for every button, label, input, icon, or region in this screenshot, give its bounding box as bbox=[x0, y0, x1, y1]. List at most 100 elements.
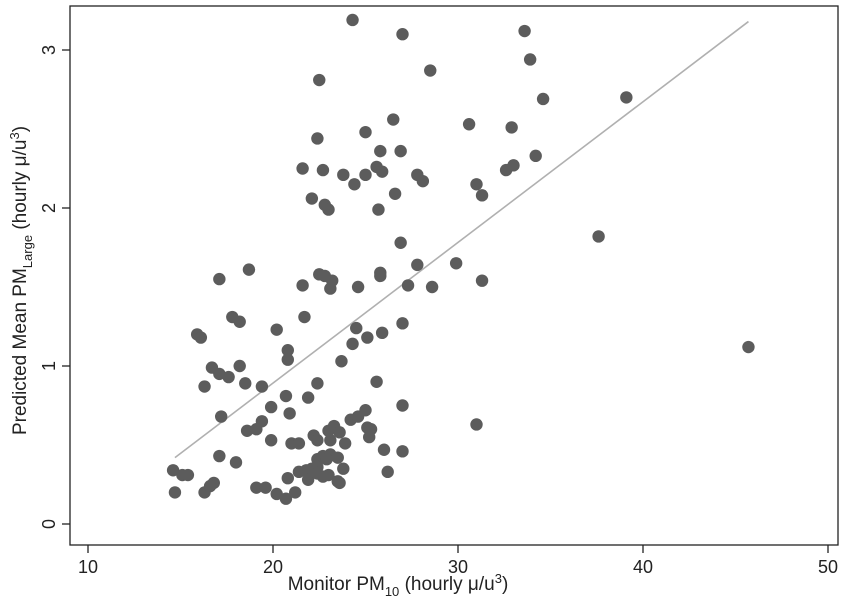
plot-frame bbox=[69, 5, 839, 546]
data-point bbox=[470, 178, 483, 191]
data-point bbox=[338, 437, 352, 450]
data-point bbox=[375, 326, 389, 340]
data-point bbox=[424, 64, 437, 77]
data-point bbox=[240, 424, 254, 437]
data-point bbox=[181, 468, 195, 482]
data-point bbox=[374, 144, 387, 158]
y-axis-title: Predicted Mean PMLarge (hourly μ/u3) bbox=[7, 126, 35, 435]
data-point bbox=[289, 486, 302, 499]
data-point bbox=[348, 178, 361, 191]
data-point bbox=[337, 462, 350, 475]
x-tick-label: 10 bbox=[78, 557, 98, 577]
data-point bbox=[351, 280, 365, 294]
data-point bbox=[396, 28, 409, 41]
data-point bbox=[333, 476, 346, 490]
data-point bbox=[470, 418, 483, 431]
data-point bbox=[416, 174, 430, 188]
data-point bbox=[377, 443, 391, 456]
data-point bbox=[270, 323, 283, 336]
data-point bbox=[301, 391, 315, 404]
data-point bbox=[620, 91, 633, 104]
data-point bbox=[298, 310, 311, 324]
data-point bbox=[388, 187, 402, 200]
y-axis-title-superscript: 3 bbox=[7, 132, 22, 139]
y-axis-title-units: (hourly μ/u bbox=[10, 140, 31, 235]
data-point bbox=[322, 203, 335, 216]
data-point bbox=[324, 282, 337, 295]
data-point bbox=[364, 423, 378, 436]
data-point bbox=[359, 125, 372, 139]
data-point bbox=[449, 257, 463, 270]
x-tick-label: 30 bbox=[448, 557, 468, 577]
data-point bbox=[518, 24, 531, 38]
data-point bbox=[346, 337, 359, 351]
data-point bbox=[279, 492, 293, 505]
data-point bbox=[281, 471, 294, 485]
data-point bbox=[296, 162, 309, 175]
data-point bbox=[264, 434, 278, 447]
data-point bbox=[505, 121, 518, 134]
data-point bbox=[283, 407, 296, 420]
data-point bbox=[394, 144, 407, 158]
y-axis-title-subscript: Large bbox=[20, 235, 35, 268]
data-point bbox=[168, 486, 182, 499]
data-point bbox=[396, 399, 409, 412]
data-point bbox=[592, 230, 605, 243]
data-point bbox=[375, 165, 389, 178]
data-point bbox=[335, 355, 348, 368]
data-point bbox=[215, 410, 228, 423]
data-point bbox=[396, 445, 409, 458]
data-point bbox=[166, 464, 180, 477]
data-point bbox=[462, 118, 476, 131]
data-point bbox=[361, 331, 374, 344]
data-point bbox=[311, 132, 324, 145]
data-point bbox=[523, 53, 537, 66]
data-point bbox=[305, 192, 319, 205]
y-tick-label: 2 bbox=[39, 203, 59, 213]
x-axis-title-units: (hourly μ/u bbox=[399, 574, 494, 595]
data-point bbox=[233, 359, 246, 373]
data-point bbox=[301, 473, 315, 486]
data-point bbox=[222, 370, 235, 384]
x-tick-label: 40 bbox=[633, 557, 653, 577]
data-point bbox=[507, 159, 520, 172]
data-point bbox=[233, 315, 246, 328]
data-point bbox=[313, 73, 326, 87]
data-points bbox=[166, 13, 755, 505]
data-point bbox=[372, 203, 385, 216]
data-point bbox=[425, 280, 439, 294]
y-tick-label: 1 bbox=[39, 361, 59, 371]
data-point bbox=[396, 317, 409, 330]
data-point bbox=[322, 468, 335, 482]
x-tick-label: 20 bbox=[263, 557, 283, 577]
y-tick-label: 0 bbox=[39, 519, 59, 529]
y-axis-title-main: Predicted Mean PM bbox=[10, 268, 31, 435]
data-point bbox=[311, 377, 324, 390]
data-point bbox=[370, 375, 383, 388]
data-point bbox=[311, 434, 324, 447]
data-point bbox=[536, 92, 550, 106]
data-point bbox=[374, 269, 387, 283]
data-point bbox=[203, 479, 217, 493]
data-point bbox=[394, 236, 407, 249]
x-axis-title: Monitor PM10 (hourly μ/u3) bbox=[288, 571, 509, 599]
data-point bbox=[333, 426, 346, 439]
data-point bbox=[324, 434, 337, 447]
data-point bbox=[259, 481, 272, 494]
y-tick-label: 3 bbox=[39, 45, 59, 55]
data-point bbox=[292, 437, 306, 450]
data-point bbox=[387, 113, 400, 126]
data-point bbox=[194, 331, 208, 344]
data-point bbox=[350, 321, 363, 335]
x-axis-title-superscript: 3 bbox=[495, 571, 502, 586]
data-point bbox=[296, 279, 309, 292]
plot-area-border bbox=[69, 5, 839, 546]
data-point bbox=[331, 451, 344, 464]
data-point bbox=[381, 465, 394, 479]
data-point bbox=[742, 340, 755, 354]
y-axis: 0 1 2 3 bbox=[39, 45, 70, 529]
data-point bbox=[213, 449, 226, 463]
data-point bbox=[198, 380, 211, 393]
x-axis-title-close: ) bbox=[502, 574, 508, 595]
